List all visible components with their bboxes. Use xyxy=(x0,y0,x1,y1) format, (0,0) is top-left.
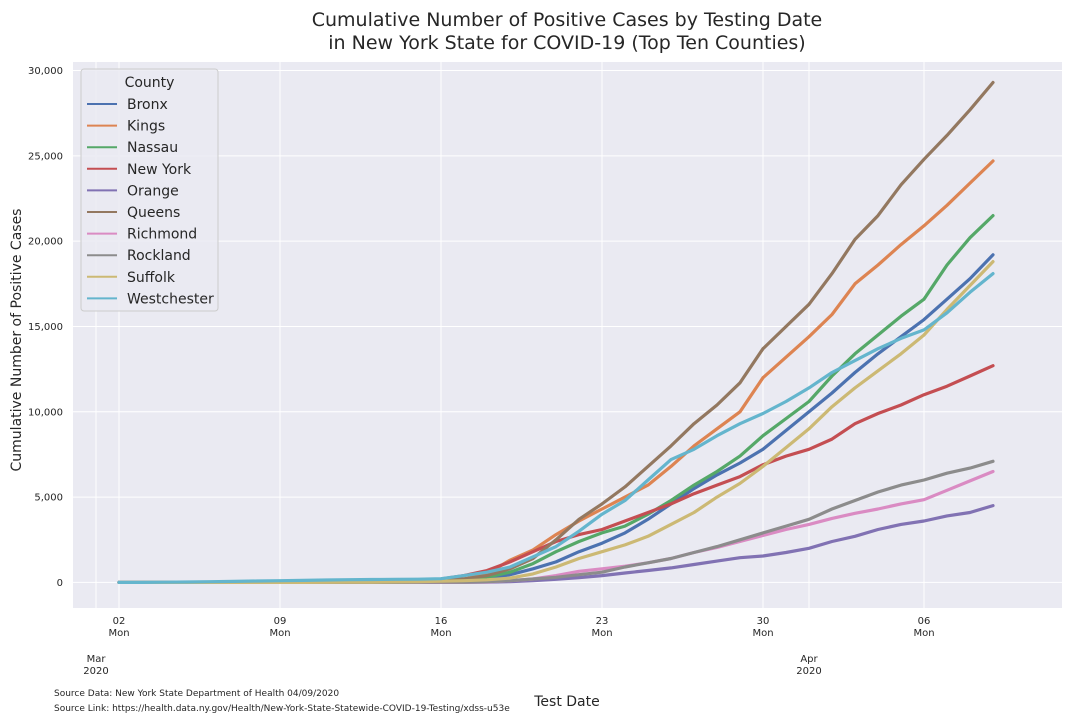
legend-label-bronx: Bronx xyxy=(127,97,168,113)
y-tick-label: 25,000 xyxy=(28,151,63,162)
x-tick-day: 16 xyxy=(435,616,448,627)
y-axis-label: Cumulative Number of Positive Cases xyxy=(9,209,25,472)
x-axis-ticks: 02Mon09Mon16Mon23Mon30Mon06MonMar2020Apr… xyxy=(83,616,934,677)
y-tick-label: 20,000 xyxy=(28,237,63,248)
legend-label-westchester: Westchester xyxy=(127,291,214,307)
series-lines xyxy=(117,80,995,585)
x-tick-day: 30 xyxy=(757,616,770,627)
legend-label-kings: Kings xyxy=(127,119,165,135)
x-axis-label: Test Date xyxy=(533,694,599,710)
legend-label-orange: Orange xyxy=(127,183,179,199)
legend: County Bronx Kings Nassau New York Orange Quee… xyxy=(80,68,219,312)
legend-label-richmond: Richmond xyxy=(127,227,197,243)
legend-title: County xyxy=(125,75,175,91)
y-tick-label: 30,000 xyxy=(28,66,63,77)
x-tick-day: 23 xyxy=(596,616,609,627)
series-line-westchester xyxy=(117,272,995,585)
y-tick-label: 5,000 xyxy=(34,493,63,504)
chart-title-line2: in New York State for COVID-19 (Top Ten … xyxy=(328,32,805,54)
source-link-note: Source Link: https://health.data.ny.gov/… xyxy=(54,704,510,714)
chart-title-line1: Cumulative Number of Positive Cases by T… xyxy=(312,9,823,31)
x-tick-day: 09 xyxy=(274,616,287,627)
x-tick-weekday: Mon xyxy=(269,628,290,639)
legend-label-new-york: New York xyxy=(127,162,192,178)
x-tick-weekday: Mon xyxy=(591,628,612,639)
y-tick-label: 0 xyxy=(57,578,63,589)
y-axis-ticks: 0 5,000 10,000 15,000 20,000 25,000 30,000 xyxy=(28,66,63,589)
legend-label-rockland: Rockland xyxy=(127,248,191,264)
x-tick-weekday: Mon xyxy=(108,628,129,639)
y-tick-label: 15,000 xyxy=(28,322,63,333)
source-data-note: Source Data: New York State Department o… xyxy=(54,689,340,699)
y-tick-label: 10,000 xyxy=(28,407,63,418)
legend-label-queens: Queens xyxy=(127,205,180,221)
legend-label-suffolk: Suffolk xyxy=(127,270,176,286)
x-tick-day: 02 xyxy=(113,616,126,627)
x-tick-month: Mar xyxy=(87,654,107,665)
legend-label-nassau: Nassau xyxy=(127,140,178,156)
x-tick-weekday: Mon xyxy=(752,628,773,639)
x-tick-month: Apr xyxy=(800,654,818,665)
legend-box xyxy=(80,68,219,312)
x-tick-weekday: Mon xyxy=(913,628,934,639)
x-tick-day: 06 xyxy=(918,616,931,627)
x-tick-weekday: Mon xyxy=(430,628,451,639)
x-tick-year: 2020 xyxy=(796,666,821,677)
x-tick-year: 2020 xyxy=(83,666,108,677)
plot-area xyxy=(73,62,1062,608)
